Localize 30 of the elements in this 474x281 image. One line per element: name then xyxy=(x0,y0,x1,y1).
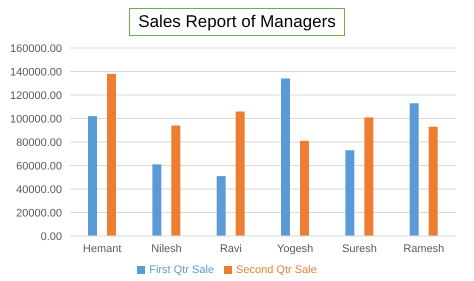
bar xyxy=(152,164,162,236)
bar xyxy=(216,176,226,236)
bar xyxy=(428,126,438,236)
x-tick-label: Ravi xyxy=(220,242,242,255)
legend-label: Second Qtr Sale xyxy=(236,264,317,276)
y-tick-label: 120000.00 xyxy=(10,90,62,102)
chart-title: Sales Report of Managers xyxy=(129,8,345,36)
bar xyxy=(88,116,98,236)
x-tick-label: Suresh xyxy=(342,242,377,255)
bar xyxy=(300,140,310,236)
y-tick-label: 80000.00 xyxy=(16,136,62,149)
y-tick-label: 40000.00 xyxy=(16,184,62,196)
y-tick-label: 60000.00 xyxy=(16,160,62,172)
x-tick-label: Ramesh xyxy=(403,242,444,255)
x-tick-label: Nilesh xyxy=(151,242,182,255)
bar xyxy=(410,103,419,236)
bar xyxy=(364,117,374,236)
bar xyxy=(281,78,290,236)
x-tick-label: Hemant xyxy=(82,242,122,255)
y-tick-label: 160000.00 xyxy=(10,42,62,55)
bar xyxy=(345,150,354,236)
y-tick-label: 20000.00 xyxy=(16,207,62,220)
bar xyxy=(171,126,180,236)
bar xyxy=(236,111,245,236)
bar xyxy=(107,74,116,236)
x-tick-label: Yogesh xyxy=(277,242,314,255)
y-tick-label: 0.00 xyxy=(40,230,62,243)
legend-label: First Qtr Sale xyxy=(149,264,214,276)
y-tick-label: 140000.00 xyxy=(10,66,62,78)
y-tick-label: 100000.00 xyxy=(10,113,62,126)
